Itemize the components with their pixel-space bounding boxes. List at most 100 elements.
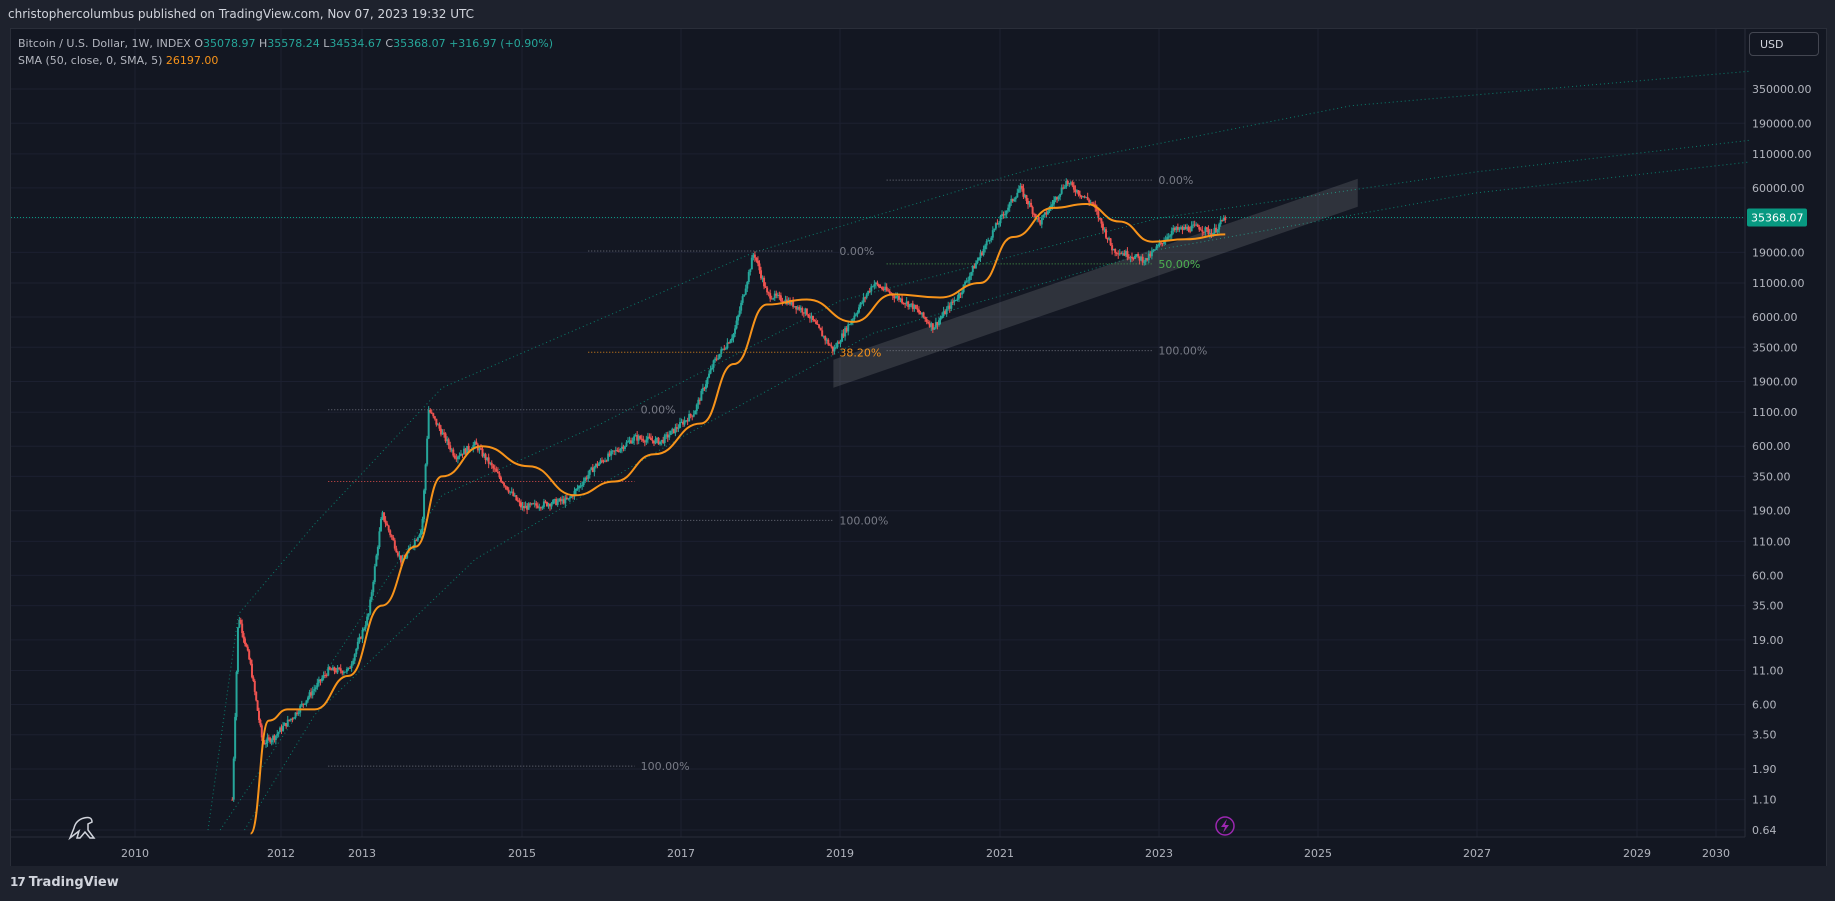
candle-body: [1108, 238, 1111, 240]
candle-body: [1065, 180, 1068, 188]
candle-body: [987, 240, 990, 242]
candle-body: [1222, 217, 1225, 221]
candle-body: [750, 257, 753, 270]
candle-body: [341, 671, 344, 674]
candle-body: [1120, 253, 1123, 255]
candle-body: [1022, 188, 1025, 197]
candle-body: [588, 469, 591, 475]
time-tick-label: 2012: [267, 847, 295, 860]
candle-body: [324, 674, 327, 676]
candle-body: [868, 290, 871, 292]
price-tick-label: 60000.00: [1752, 182, 1805, 195]
candle-body: [971, 266, 974, 273]
candle-body: [744, 288, 747, 295]
candle-body: [376, 547, 379, 556]
candle-body: [399, 555, 402, 563]
ohlc-row: Bitcoin / U.S. Dollar, 1W, INDEX O35078.…: [18, 35, 553, 52]
fib-level-label: 100.00%: [1158, 345, 1207, 358]
candle-body: [749, 269, 752, 273]
price-tick-label: 110000.00: [1752, 148, 1812, 161]
candle-body: [1129, 256, 1132, 258]
candle-body: [888, 291, 891, 294]
candle-body: [663, 435, 666, 443]
last-price-label: 35368.07: [1751, 212, 1804, 225]
candle-body: [1190, 225, 1193, 232]
currency-button[interactable]: USD: [1749, 32, 1819, 56]
candle-body: [266, 737, 269, 744]
dinosaur-icon: [68, 816, 96, 841]
candle-body: [507, 489, 510, 493]
candle-body: [256, 700, 259, 711]
candle-body: [1033, 213, 1036, 215]
candle-body: [578, 485, 581, 489]
candle-body: [901, 298, 904, 303]
candle-body: [659, 441, 662, 445]
candle-body: [870, 286, 873, 292]
candle-body: [763, 277, 766, 287]
candle-body: [342, 672, 345, 674]
candle-body: [303, 703, 306, 705]
candle-body: [1088, 199, 1091, 203]
candle-body: [532, 503, 535, 505]
candle-body: [1072, 185, 1075, 190]
candle-body: [613, 450, 616, 452]
candle-body: [1155, 246, 1158, 250]
candle-body: [601, 460, 604, 462]
candle-body: [436, 424, 439, 426]
time-tick-label: 2021: [986, 847, 1014, 860]
price-tick-label: 1900.00: [1752, 376, 1798, 389]
candle-body: [848, 324, 851, 326]
candle-body: [893, 296, 896, 299]
candle-body: [308, 692, 311, 698]
symbol-label[interactable]: Bitcoin / U.S. Dollar, 1W, INDEX: [18, 37, 191, 50]
price-tick-label: 110.00: [1752, 535, 1791, 548]
sma-label[interactable]: SMA (50, close, 0, SMA, 5): [18, 54, 163, 67]
candle-body: [406, 552, 409, 558]
candle-body: [314, 687, 317, 690]
candle-body: [379, 519, 382, 532]
candle-body: [439, 428, 442, 435]
candle-body: [1173, 227, 1176, 231]
candle-body: [1053, 200, 1056, 205]
candle-body: [1097, 211, 1100, 219]
candle-body: [1042, 214, 1045, 219]
candle-body: [1182, 226, 1185, 230]
sma-row: SMA (50, close, 0, SMA, 5) 26197.00: [18, 52, 553, 69]
candle-body: [712, 360, 715, 368]
candle-body: [617, 451, 620, 453]
candle-body: [597, 463, 600, 466]
open-label: O: [194, 37, 203, 50]
candle-body: [243, 638, 246, 644]
candle-body: [330, 669, 333, 671]
candle-body: [1017, 189, 1020, 193]
candle-body: [694, 410, 697, 415]
tradingview-logo[interactable]: 17 TradingView: [10, 875, 119, 890]
candle-body: [579, 485, 582, 487]
candle-body: [325, 674, 328, 676]
candle-body: [921, 312, 924, 315]
candle-body: [305, 700, 308, 704]
candle-body: [504, 485, 507, 487]
time-tick-label: 2023: [1145, 847, 1173, 860]
candle-body: [662, 439, 665, 443]
candle-body: [959, 293, 962, 295]
candle-body: [764, 286, 767, 288]
candle-body: [345, 668, 348, 672]
candle-body: [570, 495, 573, 498]
candle-body: [1051, 204, 1054, 206]
candle-body: [1158, 242, 1161, 246]
chart-panel[interactable]: [10, 28, 1827, 868]
candle-body: [276, 733, 279, 736]
candle-body: [1147, 253, 1150, 261]
candle-body: [770, 298, 773, 300]
candle-body: [487, 457, 490, 464]
candle-body: [704, 384, 707, 389]
candle-body: [526, 505, 529, 510]
candle-body: [916, 308, 919, 310]
candle-body: [363, 628, 366, 631]
candle-body: [331, 667, 334, 671]
change-value: +316.97 (+0.90%): [449, 37, 554, 50]
candle-body: [1149, 253, 1152, 257]
candle-body: [1106, 237, 1109, 240]
